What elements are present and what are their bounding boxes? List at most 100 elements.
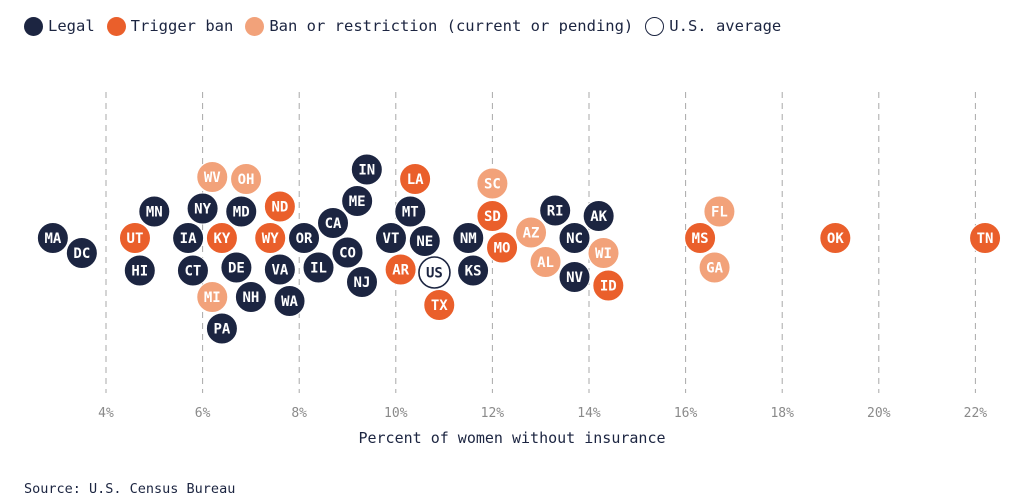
state-point-wi: WI: [587, 237, 620, 269]
state-point-ak: AK: [582, 200, 615, 232]
point-marker: [452, 222, 485, 254]
state-point-ar: AR: [384, 253, 417, 286]
point-marker: [515, 216, 548, 249]
legend-swatch-us-average: [645, 16, 665, 36]
point-label: SD: [484, 209, 501, 225]
legend-swatch-trigger-ban: [106, 16, 126, 36]
point-marker: [123, 254, 156, 287]
point-label: IN: [358, 163, 375, 179]
point-label: NC: [566, 231, 583, 247]
point-label: MS: [692, 231, 709, 247]
point-label: DC: [73, 246, 90, 262]
x-axis-ticks: 4% 6% 8% 10% 12% 14% 16% 18% 20% 22%: [98, 406, 987, 421]
legend-label-restriction: Ban or restriction (current or pending): [269, 17, 634, 35]
point-marker: [225, 195, 258, 228]
x-tick-label: 6%: [195, 406, 211, 421]
state-point-wa: WA: [273, 285, 306, 317]
state-point-vt: VT: [374, 222, 407, 254]
point-marker: [172, 222, 205, 254]
state-point-tn: TN: [969, 222, 1002, 254]
state-point-hi: HI: [123, 254, 156, 287]
point-label: OK: [827, 231, 844, 247]
point-marker: [423, 289, 456, 321]
point-label: ID: [600, 279, 617, 295]
source-note: Source: U.S. Census Bureau: [24, 481, 236, 497]
point-label: AR: [392, 263, 409, 279]
point-marker: [317, 207, 350, 239]
point-label: KY: [213, 231, 230, 247]
x-axis-label: Percent of women without insurance: [358, 429, 665, 447]
state-point-ia: IA: [172, 222, 205, 254]
x-tick-label: 22%: [964, 406, 988, 421]
state-point-fl: FL: [703, 195, 736, 228]
x-tick-label: 18%: [770, 406, 794, 421]
point-label: FL: [711, 205, 728, 221]
state-point-ky: KY: [205, 222, 238, 254]
legend-label-us-average: U.S. average: [669, 17, 782, 35]
legend-item-us-average: U.S. average: [645, 16, 782, 36]
state-point-nd: ND: [263, 190, 296, 223]
point-label: KS: [465, 264, 482, 280]
x-tick-label: 8%: [291, 406, 307, 421]
point-marker: [341, 185, 374, 217]
state-point-nv: NV: [558, 261, 591, 293]
state-point-md: MD: [225, 195, 258, 228]
state-point-sc: SC: [476, 167, 509, 200]
point-label: NY: [194, 202, 211, 218]
point-marker: [196, 281, 229, 313]
x-tick-label: 12%: [481, 406, 505, 421]
x-tick-label: 4%: [98, 406, 114, 421]
state-point-ok: OK: [819, 222, 852, 254]
point-marker: [486, 231, 519, 264]
state-point-mt: MT: [394, 195, 427, 228]
point-marker: [263, 253, 296, 286]
state-point-nh: NH: [234, 281, 267, 313]
point-label: MD: [233, 205, 250, 221]
point-label: ME: [349, 194, 366, 210]
point-marker: [205, 312, 238, 345]
point-marker: [254, 222, 287, 254]
state-point-az: AZ: [515, 216, 548, 249]
state-point-mn: MN: [138, 195, 171, 228]
point-marker: [176, 254, 209, 287]
point-marker: [138, 195, 171, 228]
point-label: VT: [383, 231, 400, 247]
legend-swatch-legal: [24, 16, 43, 36]
point-label: DE: [228, 261, 245, 277]
point-label: AL: [537, 255, 554, 271]
state-point-ca: CA: [317, 207, 350, 239]
point-label: NH: [242, 290, 259, 306]
point-label: HI: [131, 264, 148, 280]
point-marker: [587, 237, 620, 269]
state-point-ut: UT: [118, 222, 151, 254]
point-label: UT: [127, 231, 144, 247]
state-point-va: VA: [263, 253, 296, 286]
point-label: MI: [204, 290, 221, 306]
state-point-nm: NM: [452, 222, 485, 254]
point-marker: [582, 200, 615, 232]
state-point-de: DE: [220, 251, 253, 284]
point-marker: [263, 190, 296, 223]
legend-item-trigger-ban: Trigger ban: [106, 16, 233, 36]
point-label: WI: [595, 246, 612, 262]
point-label: RI: [547, 204, 564, 220]
state-point-ms: MS: [684, 222, 717, 254]
state-point-tx: TX: [423, 289, 456, 321]
x-tick-label: 10%: [384, 406, 408, 421]
point-label: NM: [460, 231, 477, 247]
point-marker: [230, 163, 263, 195]
point-label: NE: [416, 234, 433, 250]
point-marker: [374, 222, 407, 254]
point-marker: [273, 285, 306, 317]
state-point-dc: DC: [65, 237, 98, 269]
point-label: WV: [204, 170, 221, 186]
point-label: US: [426, 266, 443, 282]
point-marker: [65, 237, 98, 269]
point-label: IL: [310, 261, 327, 277]
state-point-in: IN: [350, 153, 383, 186]
point-marker: [288, 222, 321, 254]
point-label: VA: [271, 263, 288, 279]
legend-item-restriction: Ban or restriction (current or pending): [245, 16, 634, 36]
point-label: PA: [213, 322, 230, 338]
point-label: LA: [407, 172, 424, 188]
